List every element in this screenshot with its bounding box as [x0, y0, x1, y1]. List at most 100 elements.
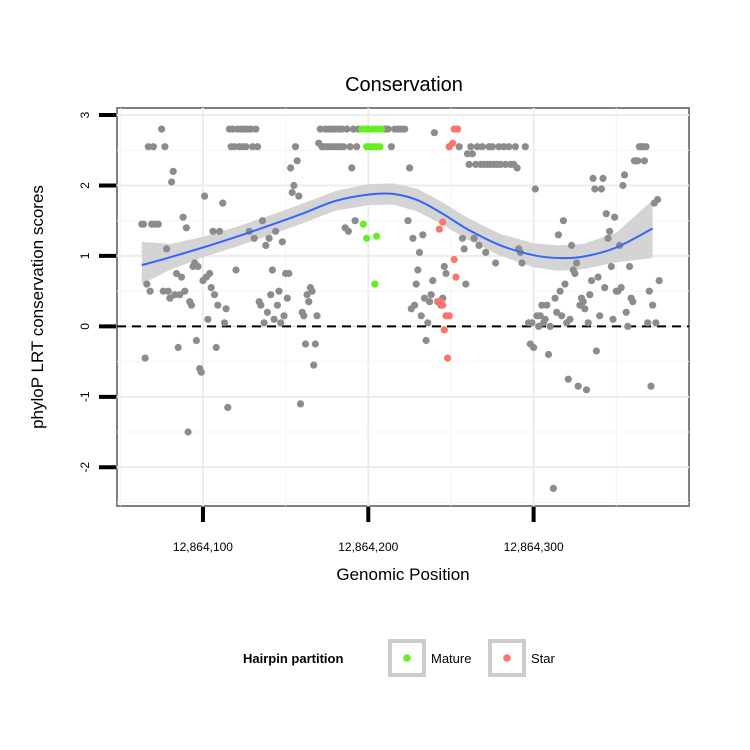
data-point-other — [252, 125, 260, 133]
data-point-other — [419, 231, 427, 239]
data-point-other — [296, 400, 305, 408]
data-point-other — [229, 125, 237, 133]
data-point-other — [462, 280, 470, 288]
data-point-other — [139, 220, 148, 228]
data-point-other — [204, 315, 212, 323]
data-point-other — [273, 301, 281, 309]
data-point-other — [564, 375, 572, 383]
data-point-other — [339, 143, 348, 151]
data-point-other — [553, 308, 561, 316]
data-point-other — [536, 312, 544, 320]
data-point-other — [622, 308, 630, 316]
data-point-other — [652, 319, 660, 327]
data-point-other — [275, 287, 283, 295]
data-point-other — [501, 160, 510, 168]
data-point-other — [458, 234, 467, 242]
data-point-other — [406, 164, 414, 172]
data-point-other — [609, 315, 617, 323]
data-point-other — [163, 245, 171, 253]
data-point-other — [250, 234, 258, 242]
data-point-other — [206, 269, 214, 278]
y-axis: -2 -1 0 1 2 3 — [78, 111, 116, 473]
data-point-other — [164, 287, 172, 295]
data-point-other — [141, 354, 149, 362]
data-point-other — [169, 167, 177, 175]
data-point-other — [283, 294, 291, 302]
data-point-star — [449, 139, 457, 147]
data-point-other — [496, 160, 505, 168]
data-point-star — [444, 354, 452, 362]
y-tick-label: 2 — [78, 182, 92, 189]
data-point-other — [541, 315, 549, 323]
smooth-trend-line — [141, 192, 654, 267]
data-point-other — [427, 291, 435, 299]
data-point-other — [620, 171, 629, 179]
data-point-other — [194, 262, 202, 271]
data-point-other — [215, 227, 224, 235]
data-point-other — [586, 291, 594, 299]
data-point-mature — [372, 232, 381, 240]
data-point-other — [182, 224, 190, 232]
point-layer — [138, 125, 663, 492]
data-point-other — [606, 227, 614, 235]
legend: Hairpin partition Mature Star — [243, 639, 556, 677]
data-point-other — [187, 301, 195, 309]
data-point-other — [581, 305, 589, 313]
data-point-other — [430, 129, 438, 137]
data-point-other — [146, 287, 154, 295]
data-point-other — [625, 262, 634, 271]
y-axis-title: phyloP LRT conservation scores — [28, 185, 47, 429]
data-point-other — [343, 125, 351, 133]
data-point-other — [301, 340, 310, 348]
data-point-other — [530, 343, 538, 352]
data-point-other — [303, 291, 311, 299]
data-point-other — [144, 143, 152, 151]
legend-label-star: Star — [531, 651, 556, 666]
y-tick-label: -1 — [78, 391, 92, 402]
data-point-other — [488, 143, 496, 151]
data-point-other — [596, 312, 604, 320]
data-point-other — [262, 241, 270, 249]
y-tick-label: -2 — [78, 462, 92, 473]
data-point-other — [619, 181, 627, 190]
data-point-other — [425, 298, 434, 306]
data-point-other — [278, 238, 286, 246]
data-point-other — [582, 386, 591, 394]
data-point-other — [384, 125, 392, 133]
plot-area — [116, 107, 690, 507]
data-point-other — [277, 319, 285, 327]
data-point-other — [424, 319, 432, 327]
data-point-other — [346, 143, 354, 151]
data-point-other — [561, 280, 569, 288]
data-point-other — [260, 319, 268, 327]
legend-dot-mature — [403, 654, 411, 662]
data-point-other — [566, 315, 574, 323]
data-point-other — [404, 217, 412, 225]
data-point-other — [300, 312, 308, 320]
data-point-other — [232, 266, 240, 274]
data-point-other — [212, 343, 220, 352]
data-point-other — [149, 143, 157, 151]
y-tick-label: 1 — [78, 252, 92, 259]
data-point-other — [308, 287, 316, 295]
data-point-other — [268, 266, 276, 274]
y-tick-label: 3 — [78, 111, 92, 118]
data-point-other — [263, 308, 271, 316]
data-point-star — [450, 255, 458, 264]
data-point-other — [242, 143, 250, 151]
data-point-other — [409, 234, 417, 242]
data-point-other — [654, 196, 662, 204]
data-point-other — [440, 262, 448, 271]
data-point-other — [290, 181, 298, 190]
data-point-other — [351, 217, 359, 225]
data-point-other — [592, 347, 601, 355]
data-point-mature — [363, 234, 371, 242]
data-point-other — [429, 277, 437, 285]
data-point-other — [401, 125, 409, 133]
data-point-other — [293, 157, 301, 165]
data-point-other — [574, 382, 582, 390]
data-point-other — [313, 312, 321, 320]
data-point-other — [573, 259, 581, 267]
chart-title: Conservation — [345, 74, 463, 96]
data-point-other — [222, 305, 230, 313]
